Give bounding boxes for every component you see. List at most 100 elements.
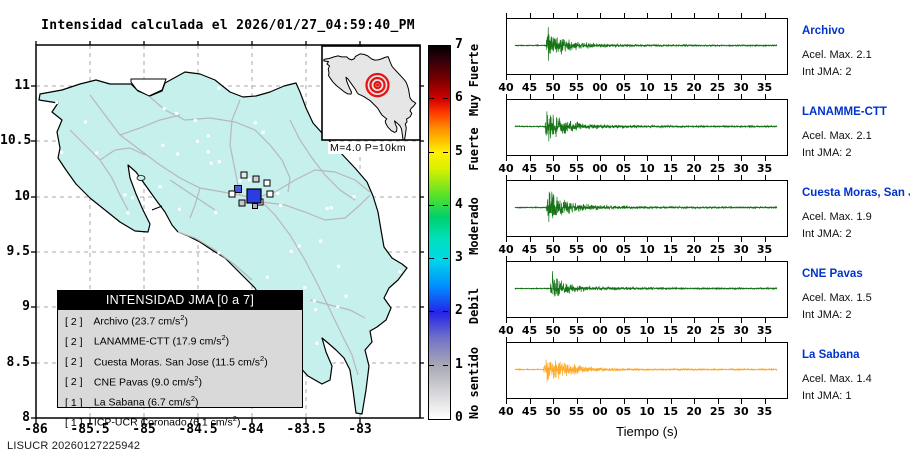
intensity-colorbar — [428, 45, 451, 420]
panel-tick — [529, 94, 531, 99]
time-tick-label: 10 — [639, 81, 655, 94]
panel-tick — [553, 399, 554, 404]
waveform-plot — [514, 191, 778, 223]
acel-max-value: Acel. Max. 2.1 — [802, 49, 872, 61]
acel-max-value: Acel. Max. 1.9 — [802, 211, 872, 223]
legend-entry: [ 1 ] ICP-UCR Coronado (6.1 cm/s2) — [65, 414, 241, 429]
time-tick-label: 30 — [733, 324, 749, 337]
inset-map — [322, 46, 420, 140]
lon-tick-label: -86 — [24, 422, 48, 437]
footer-code: LISUCR 20260127225942 — [7, 440, 141, 452]
panel-tick — [623, 237, 625, 242]
panel-tick — [741, 13, 742, 18]
panel-tick — [741, 175, 742, 180]
max-intensity-station-square — [246, 188, 262, 204]
panel-tick — [506, 399, 507, 404]
panel-tick — [600, 337, 601, 342]
panel-tick — [717, 75, 719, 80]
panel-tick — [553, 175, 554, 180]
panel-tick — [694, 13, 695, 18]
panel-tick — [576, 75, 578, 80]
panel-tick — [764, 156, 766, 161]
legend-rows: [ 2 ] Archivo (23.7 cm/s2) [ 2 ] LANAMME-… — [58, 310, 302, 432]
panel-tick — [623, 175, 625, 180]
panel-tick — [529, 13, 531, 18]
waveform-trace — [514, 111, 778, 142]
waveform-plot — [514, 27, 778, 61]
time-tick-label: 20 — [686, 81, 702, 94]
time-tick-label: 45 — [521, 81, 538, 94]
panel-tick — [764, 175, 766, 180]
inset-frame — [321, 45, 421, 141]
station-name: Archivo — [802, 25, 845, 37]
panel-tick — [741, 237, 742, 242]
time-tick-label: 45 — [521, 243, 538, 256]
panel-tick — [506, 256, 507, 261]
legend-entry: [ 2 ] LANAMME-CTT (17.9 cm/s2) — [65, 333, 230, 348]
panel-tick — [764, 337, 766, 342]
panel-tick — [670, 337, 672, 342]
station-name: Cuesta Moras, San Jose — [802, 187, 910, 199]
panel-tick — [529, 237, 531, 242]
panel-tick — [623, 399, 625, 404]
time-tick-label: 10 — [639, 324, 655, 337]
panel-tick — [529, 175, 531, 180]
panel-tick — [576, 237, 578, 242]
lat-tick-label: 10 — [14, 189, 30, 204]
colorbar-tick — [443, 151, 448, 153]
colorbar-number: 0 — [455, 410, 463, 425]
colorbar-tick — [429, 258, 434, 260]
int-jma-value: Int JMA: 1 — [802, 390, 852, 402]
time-tick-label: 00 — [592, 81, 608, 94]
colorbar-tick — [443, 311, 448, 313]
lake-nicaragua — [130, 78, 167, 97]
colorbar-number: 1 — [455, 356, 463, 372]
panel-tick — [717, 256, 719, 261]
time-tick-label: 20 — [686, 324, 702, 337]
panel-tick — [553, 337, 554, 342]
time-tick-label: 20 — [686, 405, 702, 418]
acel-max-value: Acel. Max. 1.5 — [802, 292, 872, 304]
legend-entry: [ 1 ] La Sabana (6.7 cm/s2) — [65, 394, 199, 409]
panel-tick — [623, 75, 625, 80]
time-tick-label: 25 — [709, 81, 726, 94]
colorbar-number: 3 — [455, 250, 463, 266]
costa-rica-landmass — [38, 71, 408, 415]
colorbar-tick — [429, 204, 434, 206]
panel-tick — [600, 13, 601, 18]
colorbar-tick — [443, 204, 448, 206]
legend-entry: [ 2 ] CNE Pavas (9.0 cm/s2) — [65, 373, 202, 389]
panel-tick — [670, 13, 672, 18]
map-area — [36, 45, 420, 418]
panel-tick — [553, 75, 554, 80]
colorbar-tick — [443, 258, 448, 260]
int-jma-value: Int JMA: 2 — [802, 147, 852, 159]
time-tick-label: 00 — [592, 405, 608, 418]
colorbar-number: 7 — [455, 37, 463, 52]
panel-tick — [506, 237, 507, 242]
time-tick-label: 25 — [709, 405, 726, 418]
panel-tick — [553, 156, 554, 161]
time-tick-label: 50 — [545, 405, 561, 418]
lon-tick-label: -83.5 — [286, 422, 326, 437]
panel-tick — [576, 399, 578, 404]
panel-tick — [764, 318, 766, 323]
time-tick-label: 35 — [756, 162, 773, 175]
panel-tick — [600, 256, 601, 261]
panel-tick — [670, 399, 672, 404]
time-tick-label: 45 — [521, 324, 538, 337]
time-tick-label: 55 — [568, 81, 585, 94]
lat-tick-label: 11 — [14, 78, 30, 93]
time-tick-label: 30 — [733, 405, 749, 418]
panel-tick — [741, 94, 742, 99]
panel-tick — [717, 237, 719, 242]
station-name: La Sabana — [802, 349, 860, 361]
time-tick-label: 25 — [709, 324, 726, 337]
panel-tick — [529, 318, 531, 323]
time-tick-label: 00 — [592, 243, 608, 256]
time-tick-label: 10 — [639, 243, 655, 256]
panel-tick — [623, 256, 625, 261]
time-tick-label: 35 — [756, 405, 773, 418]
panel-tick — [600, 399, 601, 404]
